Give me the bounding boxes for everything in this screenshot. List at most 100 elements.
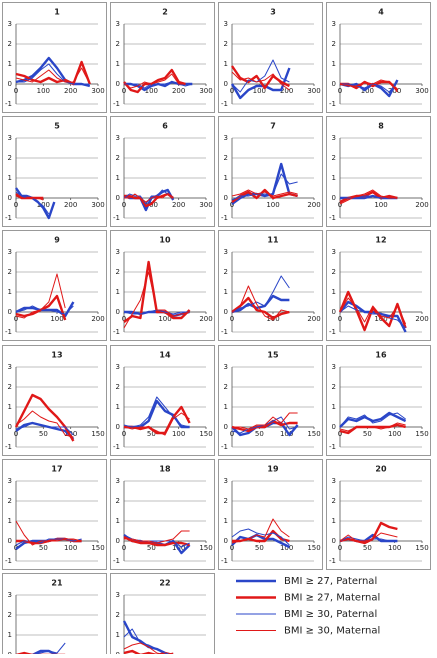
series-line (231, 162, 298, 205)
y-tick-label: 1 (116, 174, 120, 182)
panel-title: 12 (375, 236, 386, 245)
x-tick-label: 300 (307, 87, 320, 95)
x-tick-label: 0 (338, 87, 342, 95)
panel-title: 14 (159, 351, 171, 360)
x-tick-label: 150 (199, 544, 212, 552)
series-line (123, 396, 190, 428)
y-tick-label: 1 (224, 403, 228, 411)
panel-title: 13 (51, 351, 62, 360)
panel-title: 17 (51, 465, 62, 474)
x-tick-label: 0 (230, 87, 234, 95)
x-tick-label: 200 (415, 201, 428, 209)
y-tick-label: 0 (8, 194, 12, 202)
y-tick-label: 1 (224, 517, 228, 525)
y-tick-label: 3 (116, 20, 120, 28)
series-line (232, 412, 298, 430)
series-line (124, 193, 174, 203)
y-tick-label: 0 (116, 80, 120, 88)
panel-title: 3 (270, 8, 276, 17)
y-tick-label: -1 (113, 557, 120, 565)
legend-label: BMI ≥ 30, Paternal (284, 609, 377, 620)
x-tick-label: 200 (172, 201, 185, 209)
series-line (15, 520, 82, 546)
panel-frame (2, 2, 107, 113)
y-tick-label: 1 (332, 403, 336, 411)
series-line (231, 285, 290, 321)
panel-frame (2, 459, 107, 570)
x-tick-label: 100 (37, 201, 50, 209)
x-tick-label: 150 (307, 544, 320, 552)
y-tick-label: 0 (224, 80, 228, 88)
y-tick-label: 3 (116, 363, 120, 371)
y-tick-label: -1 (5, 214, 12, 222)
x-tick-label: 300 (199, 201, 212, 209)
panel-frame (110, 2, 215, 113)
series-line (231, 294, 290, 314)
y-tick-label: 1 (8, 174, 12, 182)
panel-title: 11 (267, 236, 279, 245)
panel-frame (218, 116, 323, 227)
x-tick-label: 150 (199, 430, 212, 438)
y-tick-label: 1 (8, 631, 12, 639)
x-tick-label: 300 (199, 87, 212, 95)
series-line (15, 305, 74, 315)
x-tick-label: 0 (230, 201, 234, 209)
y-tick-label: 0 (224, 537, 228, 545)
series-line (14, 393, 75, 442)
panel-title: 18 (159, 465, 171, 474)
x-tick-label: 50 (147, 430, 156, 438)
x-tick-label: 100 (158, 315, 171, 323)
series-line (340, 81, 398, 93)
x-tick-label: 50 (255, 544, 264, 552)
y-tick-label: 3 (224, 363, 228, 371)
x-tick-label: 0 (122, 315, 126, 323)
y-tick-label: 2 (116, 611, 120, 619)
x-tick-label: 150 (91, 430, 104, 438)
panel-frame (110, 573, 215, 658)
x-tick-label: 0 (122, 544, 126, 552)
x-tick-label: 200 (91, 315, 104, 323)
panel-frame (218, 459, 323, 570)
series-line (231, 533, 290, 549)
y-tick-label: 2 (8, 383, 12, 391)
x-tick-label: 0 (14, 87, 18, 95)
y-tick-label: -1 (113, 328, 120, 336)
x-tick-label: 100 (280, 430, 293, 438)
y-tick-label: -1 (221, 100, 228, 108)
legend-label: BMI ≥ 27, Maternal (284, 593, 380, 604)
y-tick-label: 3 (8, 363, 12, 371)
y-tick-label: 2 (224, 154, 228, 162)
panel-frame (218, 345, 323, 456)
y-tick-label: 0 (8, 80, 12, 88)
x-tick-label: 0 (338, 201, 342, 209)
x-tick-label: 200 (172, 87, 185, 95)
y-tick-label: 3 (332, 248, 336, 256)
y-tick-label: -1 (329, 328, 336, 336)
panel-frame (326, 2, 431, 113)
y-tick-label: 0 (224, 423, 228, 431)
x-tick-label: 100 (388, 430, 401, 438)
series-line (231, 275, 290, 313)
series-line (123, 412, 190, 436)
y-tick-label: 2 (8, 268, 12, 276)
panel-frame (326, 345, 431, 456)
x-tick-label: 0 (230, 430, 234, 438)
y-tick-label: 1 (8, 60, 12, 68)
x-tick-label: 100 (64, 544, 77, 552)
series-line (16, 63, 90, 85)
y-tick-label: -1 (221, 328, 228, 336)
y-tick-label: -1 (113, 443, 120, 451)
y-tick-label: 0 (224, 308, 228, 316)
series-line (15, 67, 91, 85)
x-tick-label: 150 (307, 430, 320, 438)
y-tick-label: 2 (8, 40, 12, 48)
series-line (15, 273, 66, 319)
y-tick-label: 0 (116, 194, 120, 202)
y-tick-label: 1 (116, 631, 120, 639)
y-tick-label: 3 (224, 134, 228, 142)
y-tick-label: 3 (8, 134, 12, 142)
x-tick-label: 200 (64, 201, 77, 209)
x-tick-label: 200 (415, 315, 428, 323)
y-tick-label: 0 (332, 80, 336, 88)
